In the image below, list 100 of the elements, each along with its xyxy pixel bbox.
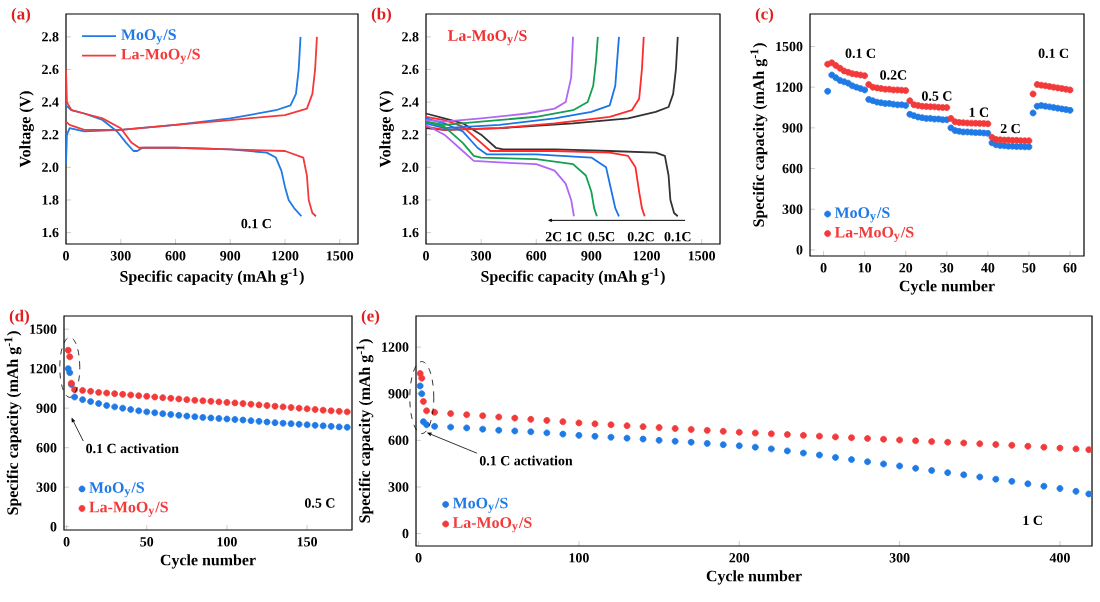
point (343, 408, 351, 416)
chart-title: (e) (361, 309, 380, 325)
point (832, 433, 839, 441)
point (327, 422, 335, 430)
point (824, 87, 832, 95)
point (215, 415, 223, 422)
point (287, 404, 295, 411)
point (87, 398, 95, 405)
point (135, 407, 143, 415)
point (896, 462, 903, 470)
point (800, 449, 807, 457)
point (111, 390, 119, 398)
point (591, 432, 599, 440)
chart-title: (b) (371, 7, 392, 23)
point (191, 413, 199, 421)
point (832, 454, 839, 461)
point (767, 430, 775, 438)
point (191, 396, 199, 404)
point (95, 388, 103, 396)
point (207, 414, 215, 422)
point (231, 416, 239, 423)
point (66, 353, 74, 361)
point (944, 469, 952, 477)
point (239, 400, 247, 407)
point (527, 428, 535, 436)
point (263, 402, 271, 409)
point (183, 412, 191, 420)
point (127, 391, 135, 399)
point (423, 407, 430, 415)
point (279, 403, 287, 411)
point (992, 441, 1000, 448)
point (175, 411, 183, 419)
point (311, 421, 319, 429)
point (703, 440, 711, 447)
point (247, 400, 255, 408)
point (591, 420, 599, 428)
point (418, 374, 426, 382)
point (1029, 90, 1037, 98)
point (175, 395, 183, 403)
point (327, 407, 335, 415)
point (861, 72, 869, 80)
point (271, 419, 279, 427)
point (623, 422, 631, 430)
point (735, 442, 743, 450)
point (419, 398, 427, 405)
point (1072, 445, 1080, 453)
point (479, 412, 487, 420)
point (159, 410, 167, 418)
point (880, 460, 887, 468)
point (479, 425, 487, 433)
point (103, 402, 111, 409)
point (655, 436, 663, 444)
point (928, 438, 936, 445)
point (119, 390, 127, 398)
chart-title: (a) (11, 7, 31, 23)
chart-title: (d) (9, 309, 29, 325)
point (295, 404, 303, 412)
point (335, 423, 343, 431)
point (607, 421, 615, 429)
point (671, 437, 679, 445)
point (64, 346, 72, 354)
point (559, 430, 567, 438)
point (199, 397, 207, 405)
point (861, 86, 869, 94)
chart-title: (c) (755, 7, 774, 23)
point (767, 445, 775, 453)
point (119, 404, 127, 412)
point (751, 443, 759, 451)
point (151, 393, 159, 401)
point (495, 413, 503, 421)
point (623, 434, 631, 442)
point (1056, 485, 1064, 492)
point (928, 467, 936, 474)
point (719, 441, 727, 449)
point (167, 394, 175, 402)
point (239, 416, 247, 424)
point (1040, 443, 1048, 451)
point (247, 417, 255, 425)
point (159, 394, 167, 402)
point (231, 399, 239, 407)
point (71, 393, 78, 401)
point (864, 458, 871, 466)
point (912, 464, 920, 472)
point (1008, 441, 1016, 449)
point (263, 418, 271, 426)
point (319, 422, 327, 430)
point (527, 415, 535, 423)
point (575, 419, 583, 427)
point (1040, 482, 1048, 490)
point (151, 409, 159, 417)
point (1008, 477, 1016, 485)
point (543, 417, 551, 424)
point (255, 417, 263, 425)
point (223, 415, 231, 423)
point (912, 437, 920, 445)
point (319, 406, 327, 414)
point (463, 424, 471, 432)
point (447, 410, 455, 417)
point (559, 418, 567, 426)
point (303, 405, 311, 413)
